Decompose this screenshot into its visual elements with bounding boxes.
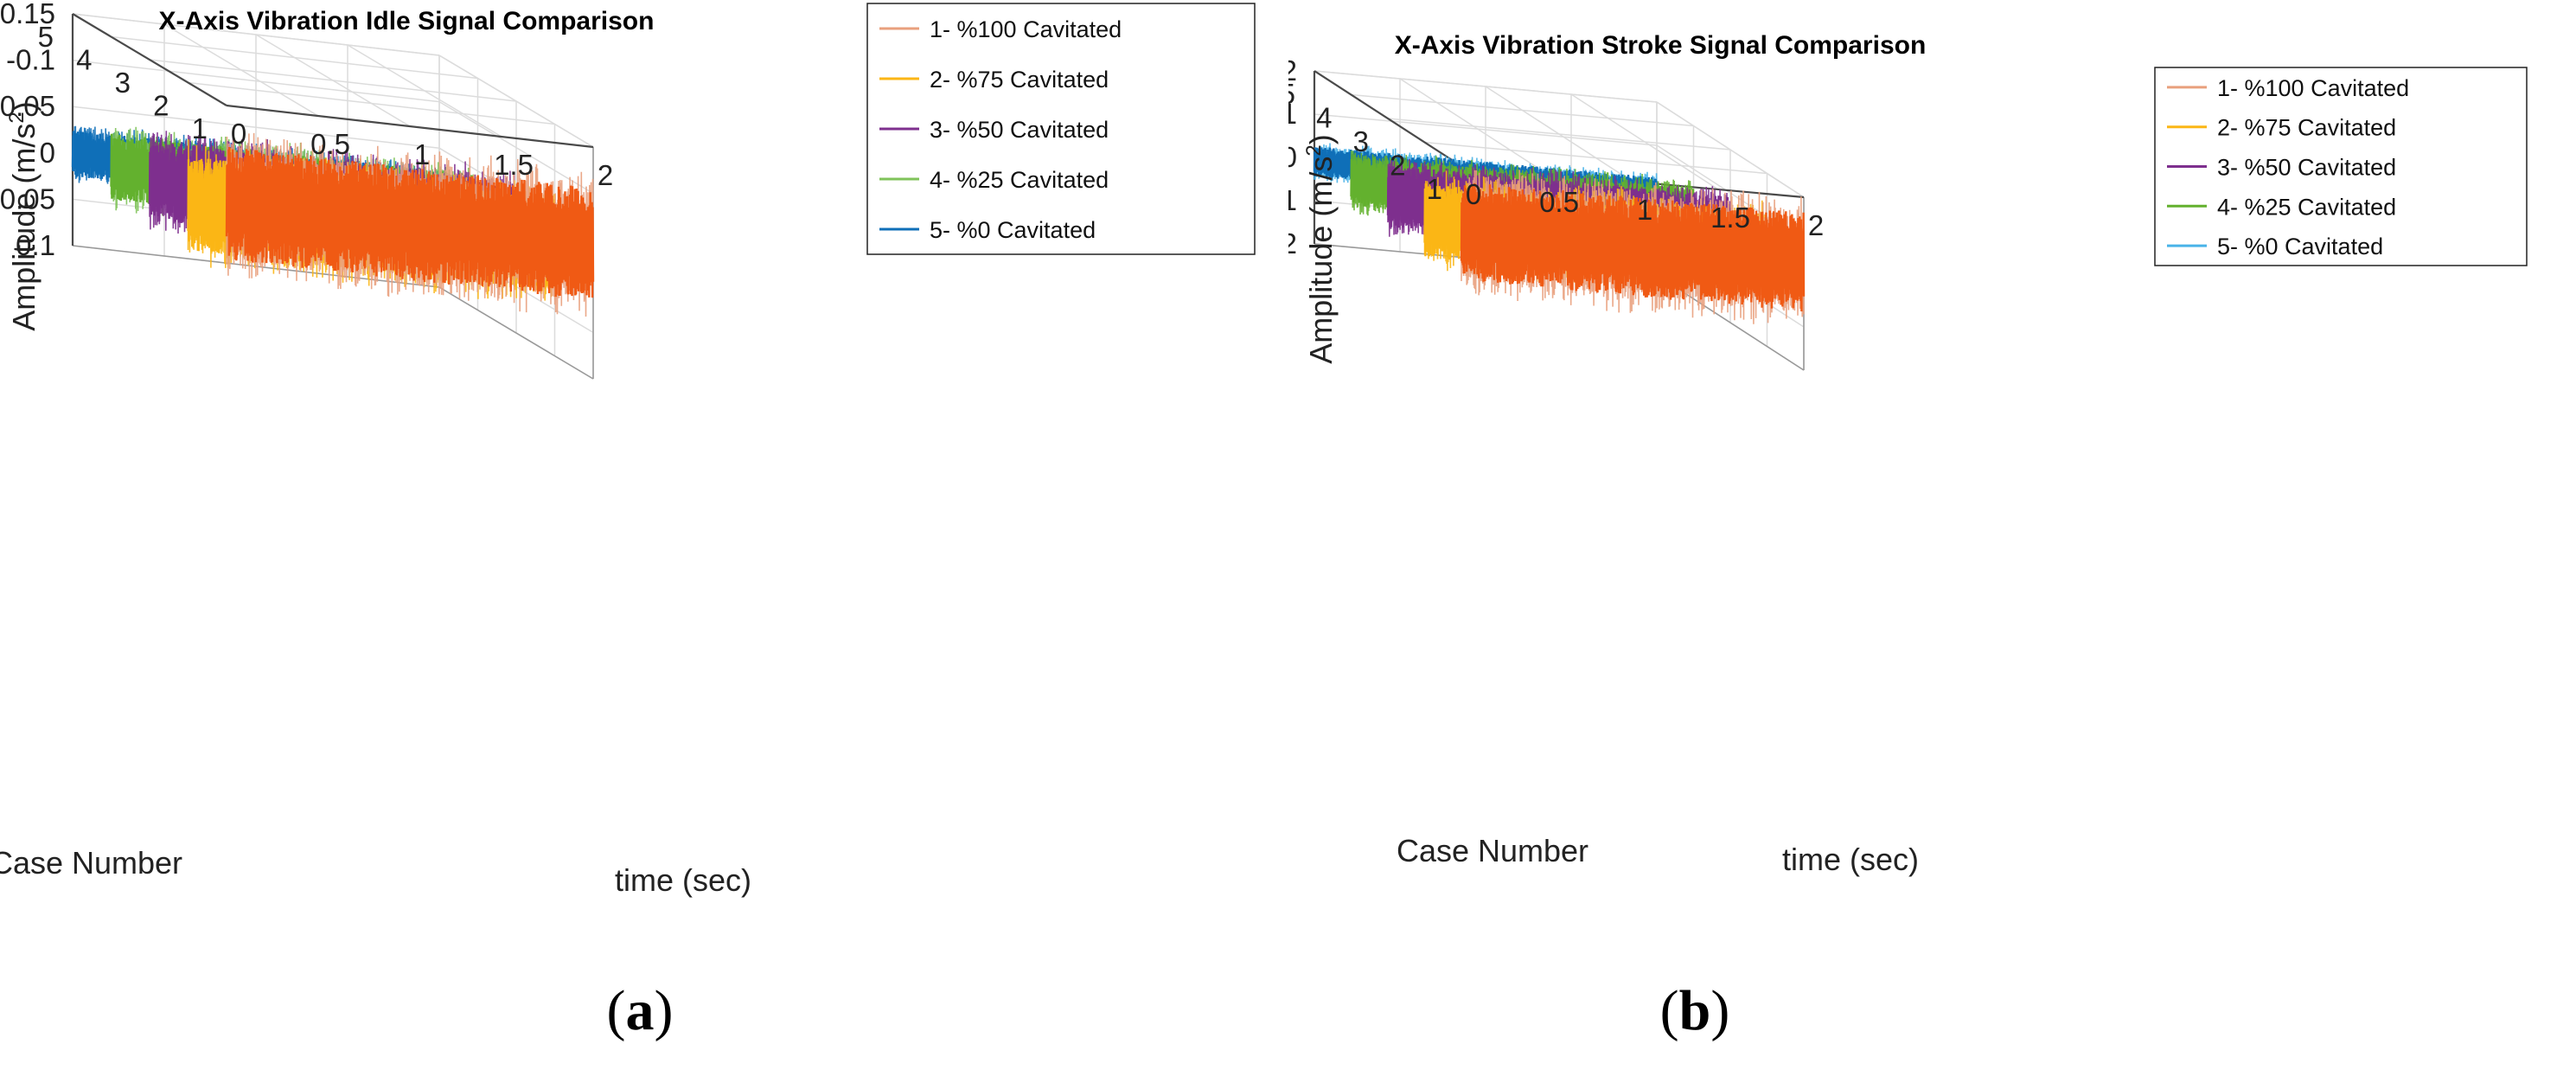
panel-caption: (b) [1660,979,1730,1042]
legend-entry: 3- %50 Cavitated [930,117,1109,143]
panel-a: -0.15-0.1-0.0500.050.100.511.5212345Ampl… [0,0,1256,1042]
y-axis-label: Case Number [0,845,182,881]
chart-title: X-Axis Vibration Idle Signal Comparison [159,7,655,35]
series-trace [225,146,595,298]
legend-entry: 1- %100 Cavitated [930,16,1122,42]
legend-entry: 5- %0 Cavitated [930,217,1096,243]
legend-entry: 2- %75 Cavitated [2217,115,2396,141]
z-tick-label: -0.15 [0,0,55,29]
y-tick-label: 4 [1316,102,1332,134]
legend: 1- %100 Cavitated 2- %75 Cavitated 3- %50 … [2154,67,2528,266]
grid-line [72,106,440,149]
z-tick-label: -0.1 [6,44,55,76]
z-tick-label: -0.2 [1288,54,1297,86]
legend-box [866,3,1256,255]
grid-line [438,100,594,195]
axis-edge [438,286,594,380]
x-tick-label: 2 [1808,209,1824,241]
x-tick-label: 2 [598,159,613,191]
y-tick-label: 2 [153,90,169,122]
x-tick-label: 1.5 [1710,202,1750,234]
panel-caption-letter: a [626,979,655,1042]
y-tick-label: 3 [1353,125,1369,157]
y-axis-label: Case Number [1397,833,1588,868]
y-tick-label: 2 [1390,150,1405,182]
z-axis-label-main: Amplitude (m/s [1303,157,1339,364]
legend-entry: 1- %100 Cavitated [2217,75,2409,101]
y-tick-label: 3 [115,67,131,99]
x-axis-label: time (sec) [615,862,751,898]
chart-title: X-Axis Vibration Stroke Signal Compariso… [1395,31,1927,60]
y-tick-label: 1 [1427,173,1442,205]
y-axis-line [72,13,227,106]
y-tick-label: 1 [192,112,208,144]
grid-line [188,81,555,125]
panel-caption-letter: b [1679,979,1711,1042]
legend-entry: 3- %50 Cavitated [2217,155,2396,181]
z-tick-label: -0.1 [1288,98,1297,130]
x-tick-label: 0.5 [1539,186,1579,218]
grid-line [149,59,517,102]
x-axis-line [226,104,594,149]
chart-svg: -0.15-0.1-0.0500.050.100.511.5212345Ampl… [0,0,1256,1042]
series-signal-1 [225,132,595,317]
y-tick-label: 4 [76,44,92,76]
z-axis-label-close: ) [1303,134,1339,144]
legend-entry: 4- %25 Cavitated [2217,194,2396,220]
x-tick-label: 1.5 [494,149,534,181]
z-tick-label: 0.05 [0,183,55,215]
z-axis-label-main: Amplitude (m/s [6,124,42,331]
z-axis-label-superscript: 2 [5,112,29,123]
grid-line [1314,70,1658,103]
x-tick-label: 1 [1637,194,1652,226]
z-axis-label-superscript: 2 [1302,144,1326,156]
x-tick-label: 0 [1466,178,1481,210]
grid-line [1351,93,1694,127]
panel-caption: (a) [607,979,674,1042]
z-tick-label: 0.1 [16,229,55,261]
x-axis-label: time (sec) [1782,842,1919,877]
legend-entry: 5- %0 Cavitated [2217,234,2383,259]
z-tick-label: 0.2 [1288,227,1297,259]
z-tick-label: -0.05 [0,90,55,122]
z-axis-label: Amplitude (m/s2) [1302,134,1339,363]
z-tick-label: 0 [40,137,55,169]
x-tick-label: 0.5 [310,128,350,160]
y-tick-label: 5 [38,21,54,53]
legend-entry: 4- %25 Cavitated [930,167,1109,193]
y-axis-line [1314,70,1462,167]
x-tick-label: 0 [231,118,246,150]
grid-line [1314,113,1658,146]
z-axis-label-close: ) [6,101,42,112]
series-signal-1 [1460,170,1806,324]
grid-line [111,35,478,80]
grid-line [1424,141,1767,175]
grid-line [72,13,440,56]
axis-edge [1656,274,1805,371]
series-trace [1460,183,1806,312]
legend-box [2154,67,2528,266]
grid-line [72,59,440,103]
legend-entry: 2- %75 Cavitated [930,67,1109,93]
z-tick-label: 0.1 [1288,184,1297,216]
legend: 1- %100 Cavitated 2- %75 Cavitated 3- %50 … [866,3,1256,255]
grid-line [1387,118,1731,151]
z-tick-label: 0 [1288,141,1297,173]
z-axis-label: Amplitude (m/s2) [5,101,42,330]
y-tick-label: 5 [1288,78,1295,110]
x-tick-label: 1 [414,138,430,170]
